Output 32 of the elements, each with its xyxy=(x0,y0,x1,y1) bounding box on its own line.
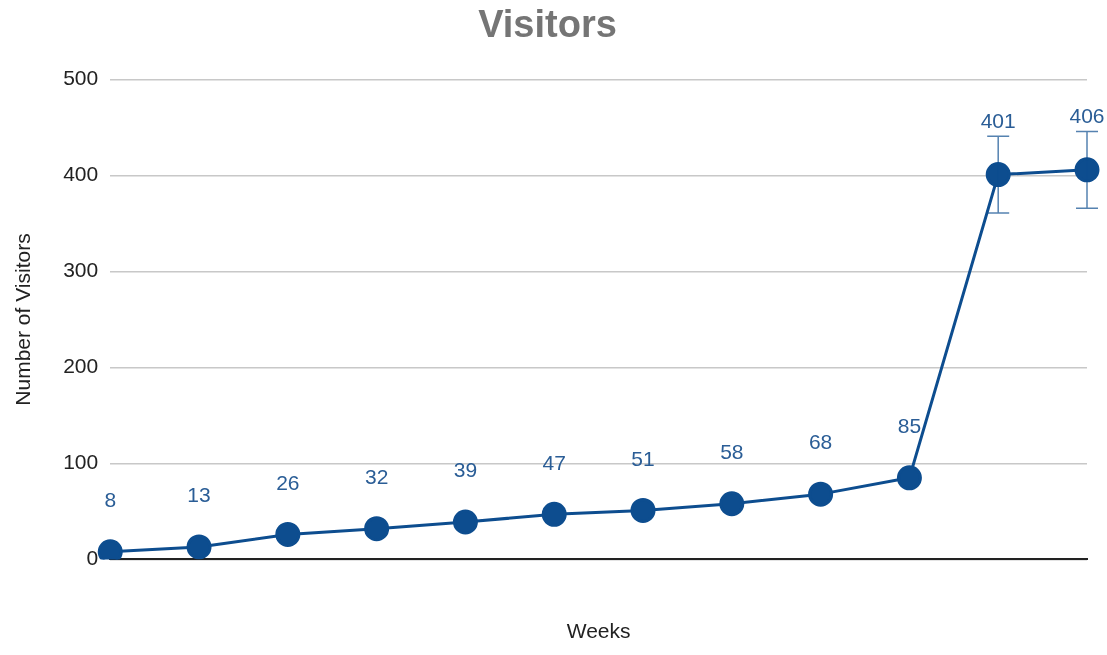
point xyxy=(630,497,656,523)
data-label: 58 xyxy=(720,440,744,464)
data-label: 32 xyxy=(364,464,389,488)
data-label: 39 xyxy=(453,458,478,482)
y-tick-label: 200 xyxy=(63,354,99,378)
x-axis-title: Weeks xyxy=(566,619,631,643)
point xyxy=(896,465,922,491)
point xyxy=(541,501,567,527)
data-label: 8 xyxy=(104,488,117,512)
point xyxy=(452,509,478,535)
point xyxy=(808,481,834,507)
y-axis-title: Number of Visitors xyxy=(11,233,35,406)
data-label: 406 xyxy=(1069,103,1105,127)
y-tick-label: 300 xyxy=(63,258,99,282)
point xyxy=(1074,157,1100,183)
data-label: 47 xyxy=(542,450,566,474)
point xyxy=(275,521,301,547)
y-tick-label: 500 xyxy=(63,66,99,90)
data-label: 51 xyxy=(631,446,655,470)
point xyxy=(985,162,1011,188)
data-label: 13 xyxy=(187,483,211,507)
y-tick-label: 0 xyxy=(86,546,99,570)
data-label: 26 xyxy=(276,470,300,494)
point xyxy=(719,491,745,517)
data-label: 85 xyxy=(897,414,922,438)
y-tick-label: 400 xyxy=(63,162,99,186)
data-label: 401 xyxy=(980,108,1016,132)
y-tick-label: 100 xyxy=(63,450,99,474)
point xyxy=(186,534,212,560)
point xyxy=(364,516,390,542)
data-label: 68 xyxy=(808,430,833,454)
chart-title: Visitors xyxy=(478,3,617,46)
